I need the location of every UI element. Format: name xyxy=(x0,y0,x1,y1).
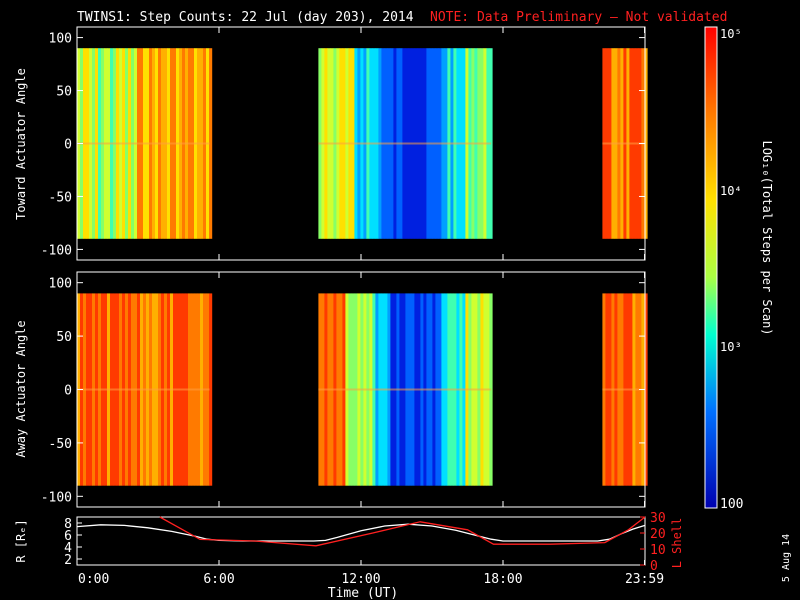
y-tick-label-left: 4 xyxy=(64,541,72,556)
x-axis-label: Time (UT) xyxy=(328,586,398,600)
colorbar-tick-100: 100 xyxy=(720,497,743,512)
y-tick-label-right: 30 xyxy=(650,511,666,526)
y-tick-label-left: 6 xyxy=(64,529,72,544)
y-tick-label: -100 xyxy=(41,243,72,258)
y-tick-label-right: 20 xyxy=(650,527,666,542)
y-tick-label: 100 xyxy=(49,32,72,47)
x-tick-label: 0:00 xyxy=(78,572,109,587)
y-tick-label: 100 xyxy=(49,277,72,292)
away-actuator-angle-panel: 100 50 0 -50 -100 xyxy=(41,271,648,508)
y-axis-label-lshell: L Shell xyxy=(670,518,684,569)
y-tick-label: -100 xyxy=(41,490,72,505)
y-tick-label-left: 2 xyxy=(64,553,72,568)
heatmap-cell xyxy=(644,293,648,486)
r-distance-line xyxy=(76,523,646,542)
y-axis-label-away: Away Actuator Angle xyxy=(14,320,28,457)
heatmap-interval-0 xyxy=(77,293,213,486)
heatmap-interval-1 xyxy=(318,48,493,239)
heatmap-interval-1 xyxy=(318,293,493,486)
y-tick-label: 0 xyxy=(64,384,72,399)
y-tick-label: 50 xyxy=(56,85,72,100)
heatmap-cell xyxy=(209,293,213,486)
colorbar xyxy=(704,26,718,509)
x-tick-label: 23:59 xyxy=(625,572,664,587)
toward-actuator-angle-panel: 100 50 0 -50 -100 xyxy=(41,26,648,261)
preliminary-note: NOTE: Data Preliminary – Not validated xyxy=(430,10,727,25)
chart-title: TWINS1: Step Counts: 22 Jul (day 203), 2… xyxy=(77,10,414,25)
x-tick-label: 12:00 xyxy=(341,572,380,587)
colorbar-label: LOG₁₀(Total Steps per Scan) xyxy=(760,140,774,335)
y-tick-label: -50 xyxy=(49,190,72,205)
y-tick-label: -50 xyxy=(49,437,72,452)
x-tick-label: 6:00 xyxy=(203,572,234,587)
y-tick-label-left: 8 xyxy=(64,517,72,532)
colorbar-tick-1e3: 10³ xyxy=(720,340,742,354)
heatmap-cell xyxy=(209,48,213,239)
y-axis-label-r: R [Rₑ] xyxy=(14,519,28,562)
side-date-stamp: 5 Aug 14 xyxy=(781,534,792,582)
y-axis-label-toward: Toward Actuator Angle xyxy=(14,68,28,220)
y-tick-label-right: 10 xyxy=(650,543,666,558)
x-tick-label: 18:00 xyxy=(483,572,522,587)
heatmap-cell xyxy=(644,48,648,239)
heatmap-interval-0 xyxy=(77,48,213,239)
l-shell-line xyxy=(159,516,646,547)
colorbar-tick-1e5: 10⁵ xyxy=(720,27,742,41)
colorbar-tick-1e4: 10⁴ xyxy=(720,184,742,198)
y-tick-label: 50 xyxy=(56,330,72,345)
y-tick-label-right: 0 xyxy=(650,559,658,574)
y-tick-label: 0 xyxy=(64,138,72,153)
